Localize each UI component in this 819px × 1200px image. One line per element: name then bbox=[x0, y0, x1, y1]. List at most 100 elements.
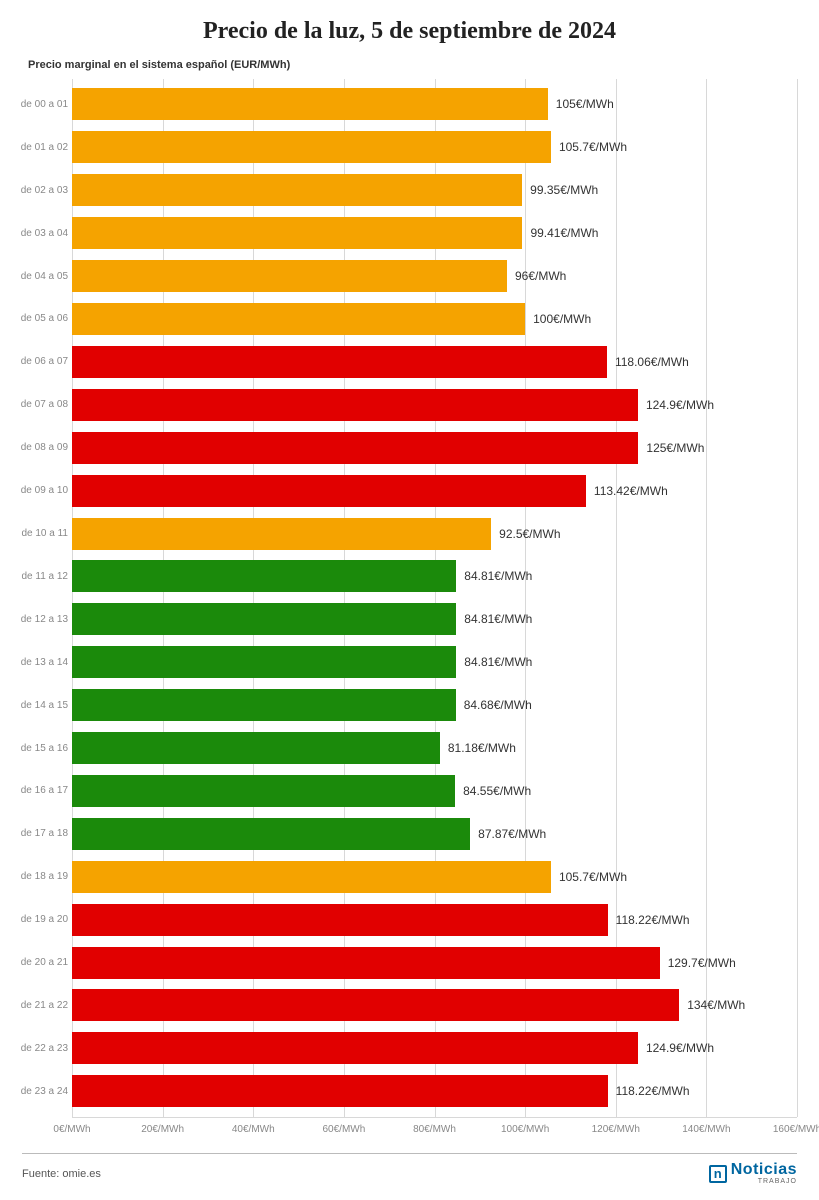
bar-row: de 06 a 07118.06€/MWh bbox=[72, 346, 797, 378]
bar-row: de 22 a 23124.9€/MWh bbox=[72, 1032, 797, 1064]
y-category-label: de 19 a 20 bbox=[18, 914, 68, 925]
bar-row: de 02 a 0399.35€/MWh bbox=[72, 174, 797, 206]
bar-value-label: 105.7€/MWh bbox=[559, 870, 627, 884]
bar-value-label: 96€/MWh bbox=[515, 269, 566, 283]
y-category-label: de 18 a 19 bbox=[18, 871, 68, 882]
bar-value-label: 99.41€/MWh bbox=[530, 226, 598, 240]
bar bbox=[72, 989, 679, 1021]
y-category-label: de 06 a 07 bbox=[18, 356, 68, 367]
bar-value-label: 81.18€/MWh bbox=[448, 741, 516, 755]
bar bbox=[72, 518, 491, 550]
y-category-label: de 23 a 24 bbox=[18, 1086, 68, 1097]
logo-icon: n bbox=[709, 1165, 727, 1183]
bar-value-label: 118.22€/MWh bbox=[616, 913, 690, 927]
bar-row: de 18 a 19105.7€/MWh bbox=[72, 861, 797, 893]
y-category-label: de 00 a 01 bbox=[18, 99, 68, 110]
y-category-label: de 21 a 22 bbox=[18, 1000, 68, 1011]
bar bbox=[72, 646, 456, 678]
bar-value-label: 105€/MWh bbox=[556, 97, 614, 111]
y-category-label: de 20 a 21 bbox=[18, 957, 68, 968]
bar bbox=[72, 1032, 638, 1064]
x-tick-label: 140€/MWh bbox=[682, 1124, 730, 1135]
bar-row: de 04 a 0596€/MWh bbox=[72, 260, 797, 292]
y-category-label: de 08 a 09 bbox=[18, 442, 68, 453]
y-category-label: de 09 a 10 bbox=[18, 485, 68, 496]
y-category-label: de 13 a 14 bbox=[18, 657, 68, 668]
bar-value-label: 113.42€/MWh bbox=[594, 484, 668, 498]
x-tick-label: 20€/MWh bbox=[141, 1124, 184, 1135]
bar bbox=[72, 303, 525, 335]
bar bbox=[72, 689, 456, 721]
bar-value-label: 84.81€/MWh bbox=[464, 612, 532, 626]
y-category-label: de 02 a 03 bbox=[18, 185, 68, 196]
bar bbox=[72, 732, 440, 764]
x-tick-label: 120€/MWh bbox=[592, 1124, 640, 1135]
bar-value-label: 124.9€/MWh bbox=[646, 1041, 714, 1055]
bar-value-label: 118.22€/MWh bbox=[616, 1084, 690, 1098]
y-category-label: de 07 a 08 bbox=[18, 399, 68, 410]
bars-container: de 00 a 01105€/MWh de 01 a 02105.7€/MWh de… bbox=[72, 79, 797, 1117]
bar-row: de 14 a 1584.68€/MWh bbox=[72, 689, 797, 721]
bar-row: de 16 a 1784.55€/MWh bbox=[72, 775, 797, 807]
bar bbox=[72, 131, 551, 163]
bar-value-label: 84.81€/MWh bbox=[464, 569, 532, 583]
x-tick-label: 160€/MWh bbox=[773, 1124, 819, 1135]
bar-value-label: 124.9€/MWh bbox=[646, 398, 714, 412]
bar-row: de 00 a 01105€/MWh bbox=[72, 88, 797, 120]
source-text: Fuente: omie.es bbox=[22, 1168, 101, 1180]
y-category-label: de 22 a 23 bbox=[18, 1043, 68, 1054]
bar-row: de 23 a 24118.22€/MWh bbox=[72, 1075, 797, 1107]
bar bbox=[72, 560, 456, 592]
bar bbox=[72, 947, 660, 979]
bar-row: de 20 a 21129.7€/MWh bbox=[72, 947, 797, 979]
logo-sub: TRABAJO bbox=[731, 1178, 797, 1185]
bar bbox=[72, 603, 456, 635]
bar-value-label: 105.7€/MWh bbox=[559, 140, 627, 154]
grid-line bbox=[797, 79, 798, 1117]
bar bbox=[72, 260, 507, 292]
bar-value-label: 87.87€/MWh bbox=[478, 827, 546, 841]
bar-row: de 10 a 1192.5€/MWh bbox=[72, 518, 797, 550]
bar-value-label: 129.7€/MWh bbox=[668, 956, 736, 970]
y-category-label: de 03 a 04 bbox=[18, 228, 68, 239]
bar bbox=[72, 217, 522, 249]
y-category-label: de 05 a 06 bbox=[18, 313, 68, 324]
y-category-label: de 12 a 13 bbox=[18, 614, 68, 625]
x-tick-label: 0€/MWh bbox=[53, 1124, 90, 1135]
x-tick-label: 80€/MWh bbox=[413, 1124, 456, 1135]
bar bbox=[72, 389, 638, 421]
bar-row: de 17 a 1887.87€/MWh bbox=[72, 818, 797, 850]
y-category-label: de 17 a 18 bbox=[18, 828, 68, 839]
bar bbox=[72, 904, 608, 936]
y-category-label: de 15 a 16 bbox=[18, 743, 68, 754]
bar-value-label: 125€/MWh bbox=[646, 441, 704, 455]
chart-subtitle: Precio marginal en el sistema español (E… bbox=[28, 59, 797, 71]
chart-title: Precio de la luz, 5 de septiembre de 202… bbox=[22, 18, 797, 45]
bar bbox=[72, 88, 548, 120]
logo-main: Noticias bbox=[731, 1162, 797, 1178]
bar bbox=[72, 475, 586, 507]
bar-row: de 09 a 10113.42€/MWh bbox=[72, 475, 797, 507]
x-tick-label: 60€/MWh bbox=[322, 1124, 365, 1135]
bar-row: de 05 a 06100€/MWh bbox=[72, 303, 797, 335]
y-category-label: de 11 a 12 bbox=[18, 571, 68, 582]
bar-value-label: 84.81€/MWh bbox=[464, 655, 532, 669]
bar bbox=[72, 818, 470, 850]
bar-row: de 01 a 02105.7€/MWh bbox=[72, 131, 797, 163]
chart-footer: Fuente: omie.es n Noticias TRABAJO bbox=[22, 1153, 797, 1185]
bar-value-label: 84.68€/MWh bbox=[464, 698, 532, 712]
logo-text: Noticias TRABAJO bbox=[731, 1162, 797, 1185]
y-category-label: de 14 a 15 bbox=[18, 700, 68, 711]
x-tick-label: 40€/MWh bbox=[232, 1124, 275, 1135]
x-axis: 0€/MWh20€/MWh40€/MWh60€/MWh80€/MWh100€/M… bbox=[72, 1117, 797, 1143]
bar-row: de 08 a 09125€/MWh bbox=[72, 432, 797, 464]
bar-row: de 21 a 22134€/MWh bbox=[72, 989, 797, 1021]
bar-value-label: 134€/MWh bbox=[687, 998, 745, 1012]
y-category-label: de 04 a 05 bbox=[18, 271, 68, 282]
y-category-label: de 10 a 11 bbox=[18, 528, 68, 539]
bar bbox=[72, 174, 522, 206]
x-tick-label: 100€/MWh bbox=[501, 1124, 549, 1135]
brand-logo: n Noticias TRABAJO bbox=[709, 1162, 797, 1185]
bar bbox=[72, 861, 551, 893]
y-category-label: de 16 a 17 bbox=[18, 785, 68, 796]
